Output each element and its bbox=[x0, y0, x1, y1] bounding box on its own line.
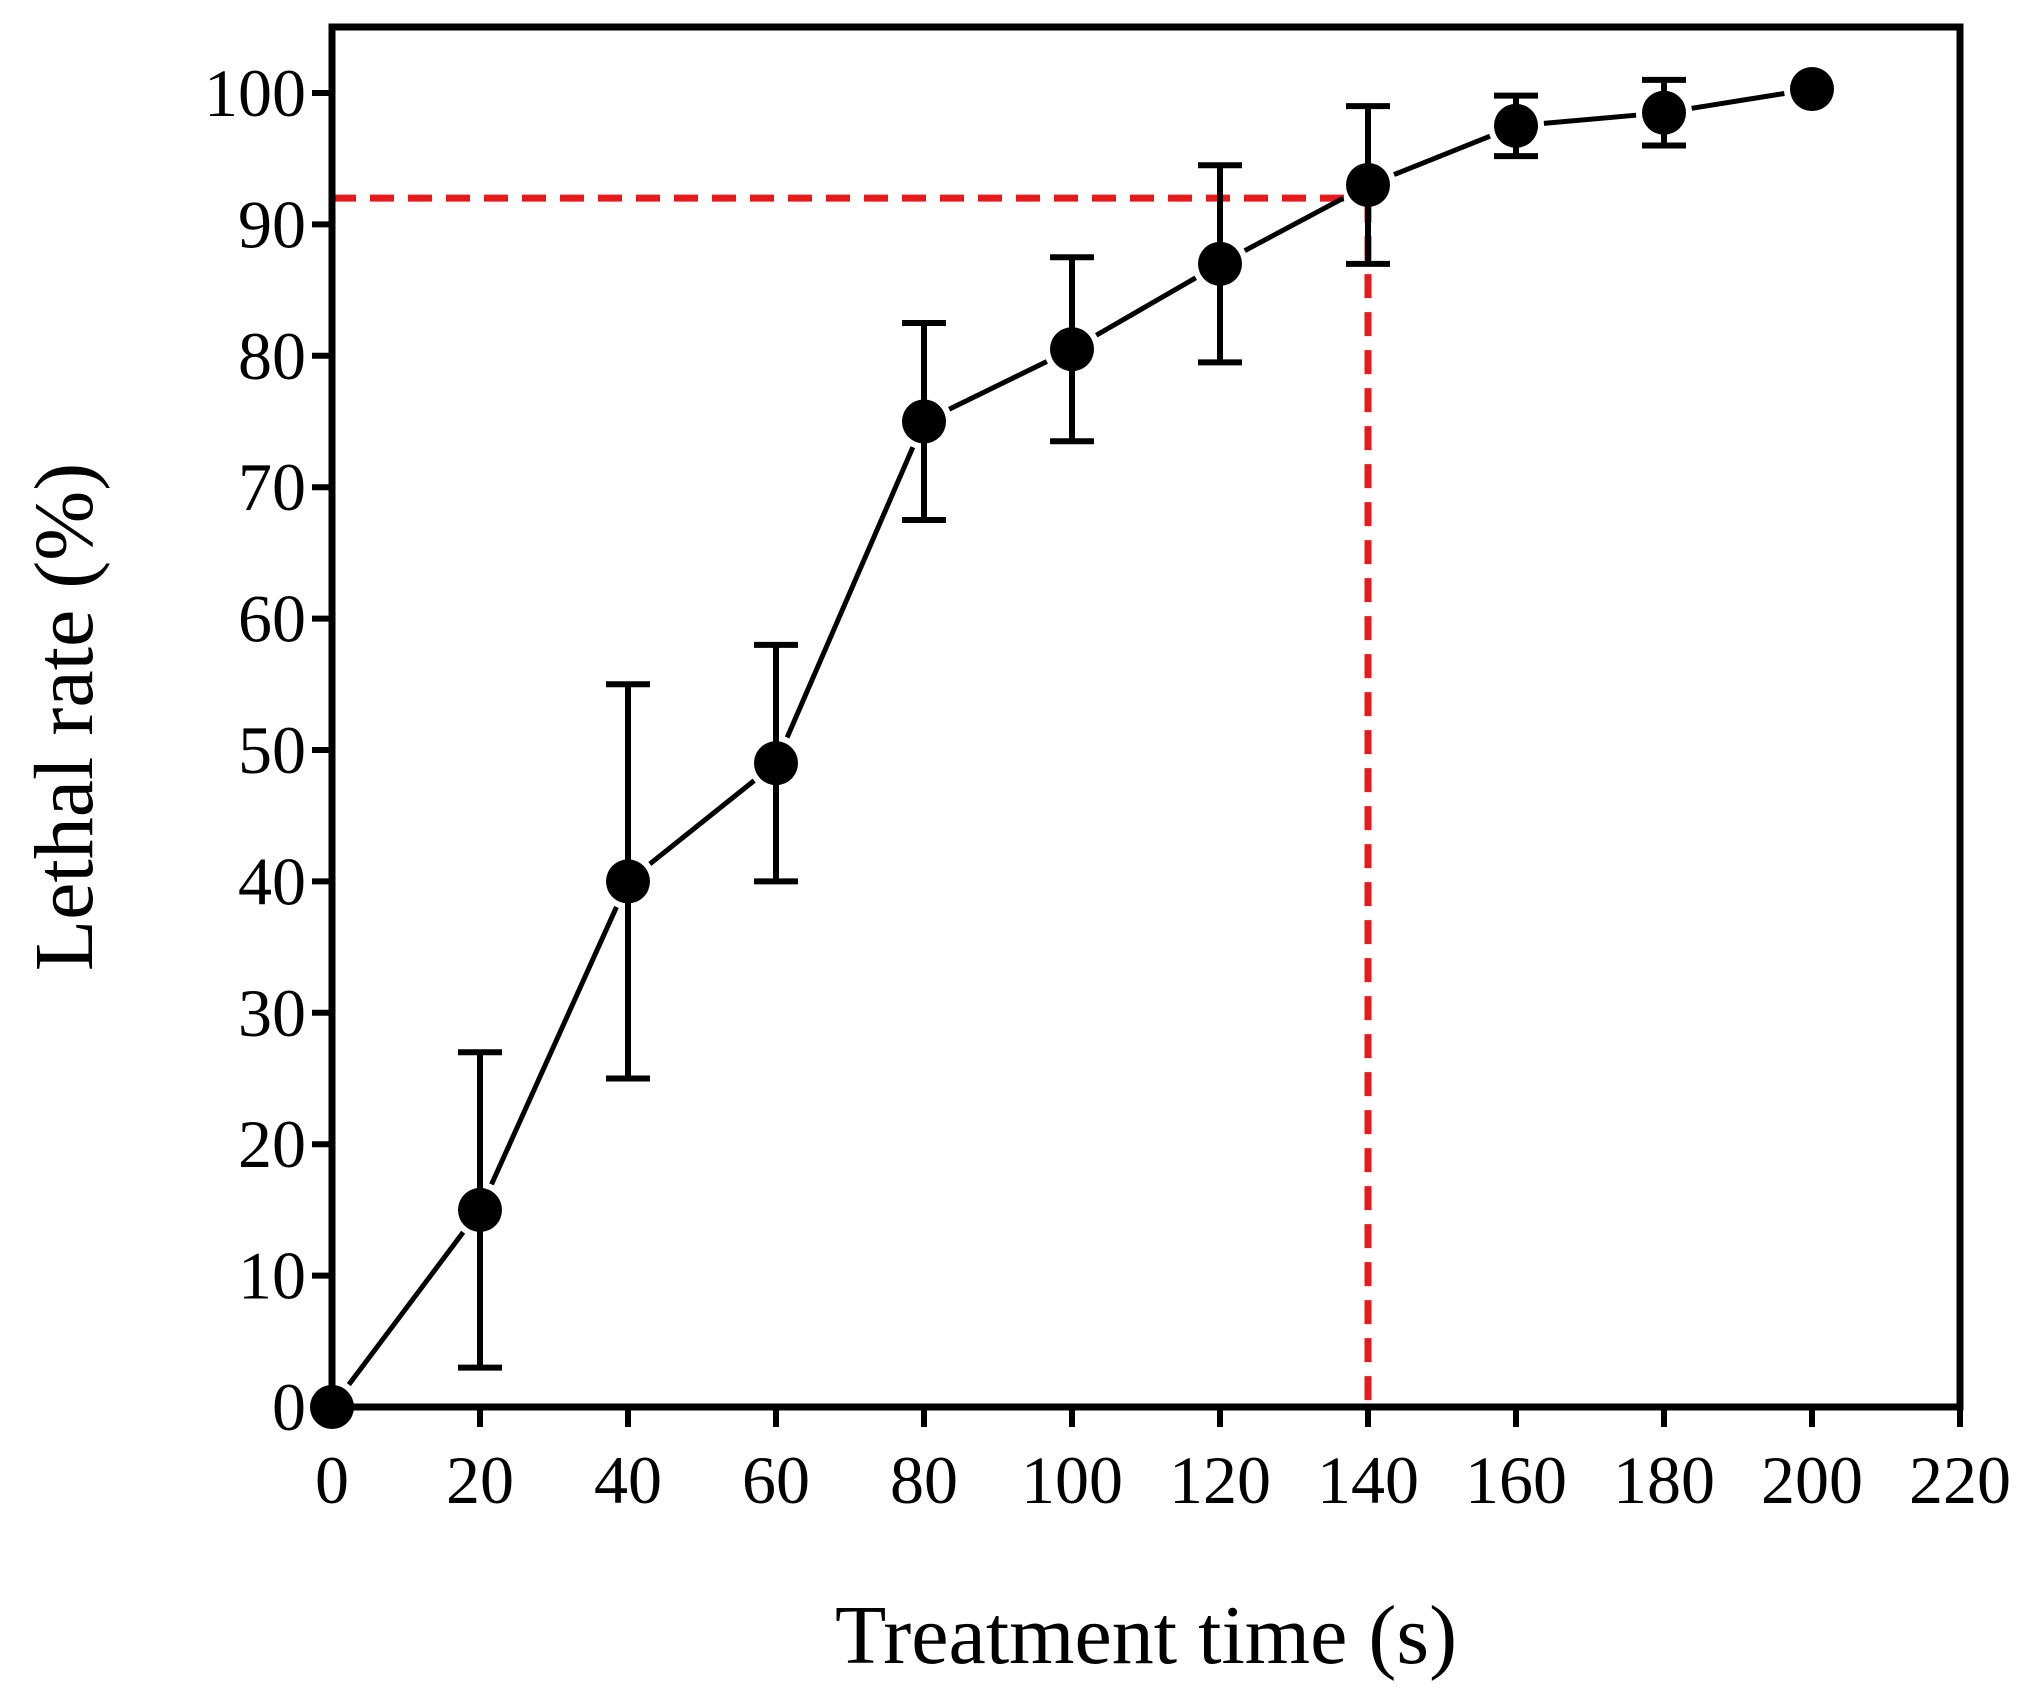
x-tick-label: 100 bbox=[1021, 1442, 1123, 1518]
y-tick-label: 80 bbox=[238, 318, 306, 394]
series-line-segment bbox=[1691, 91, 1785, 111]
series-line-segment bbox=[489, 905, 619, 1186]
x-tick-label: 140 bbox=[1317, 1442, 1419, 1518]
data-point bbox=[1790, 67, 1834, 112]
x-tick-label: 200 bbox=[1761, 1442, 1863, 1518]
y-tick-label: 100 bbox=[204, 55, 306, 131]
x-axis-title: Treatment time (s) bbox=[835, 1589, 1457, 1682]
y-tick-label: 0 bbox=[272, 1369, 306, 1445]
y-tick-label: 90 bbox=[238, 186, 306, 262]
y-tick-label: 30 bbox=[238, 975, 306, 1051]
data-point bbox=[902, 399, 946, 444]
x-tick-label: 0 bbox=[315, 1442, 349, 1518]
series-line-segment bbox=[346, 1230, 466, 1387]
data-series bbox=[310, 67, 1834, 1429]
y-tick-label: 60 bbox=[238, 581, 306, 657]
x-tick-label: 220 bbox=[1909, 1442, 2011, 1518]
reference-lines bbox=[332, 194, 1372, 1407]
series-line-segment bbox=[1543, 112, 1637, 126]
series-line-segment bbox=[1095, 275, 1197, 338]
y-tick-label: 10 bbox=[238, 1238, 306, 1314]
y-tick-label: 50 bbox=[238, 712, 306, 788]
data-point bbox=[1198, 241, 1242, 286]
axes: 0 20 40 60 80 100 120 140 160 180 200 220 0 10 20 30 40 5… bbox=[204, 55, 2011, 1518]
data-point bbox=[458, 1187, 502, 1232]
data-point bbox=[606, 859, 650, 904]
series-line-segment bbox=[1393, 133, 1491, 177]
data-point bbox=[1346, 162, 1390, 207]
x-tick-label: 180 bbox=[1613, 1442, 1715, 1518]
series-line-segment bbox=[1243, 195, 1345, 253]
y-tick-label: 70 bbox=[238, 449, 306, 525]
data-point bbox=[1050, 327, 1094, 372]
y-axis-title: Lethal rate (%) bbox=[18, 463, 111, 971]
series-line-segment bbox=[948, 359, 1048, 412]
y-tick-label: 20 bbox=[238, 1106, 306, 1182]
x-tick-label: 20 bbox=[446, 1442, 514, 1518]
series-line-segment bbox=[784, 446, 916, 739]
x-tick-label: 40 bbox=[594, 1442, 662, 1518]
x-tick-label: 60 bbox=[742, 1442, 810, 1518]
data-point bbox=[1494, 103, 1538, 148]
data-point bbox=[1642, 90, 1686, 135]
data-point bbox=[754, 741, 798, 786]
plot-frame bbox=[328, 23, 1964, 1411]
x-tick-label: 120 bbox=[1169, 1442, 1271, 1518]
x-tick-label: 80 bbox=[890, 1442, 958, 1518]
y-tick-label: 40 bbox=[238, 843, 306, 919]
x-tick-label: 160 bbox=[1465, 1442, 1567, 1518]
series-line-segment bbox=[648, 778, 756, 866]
